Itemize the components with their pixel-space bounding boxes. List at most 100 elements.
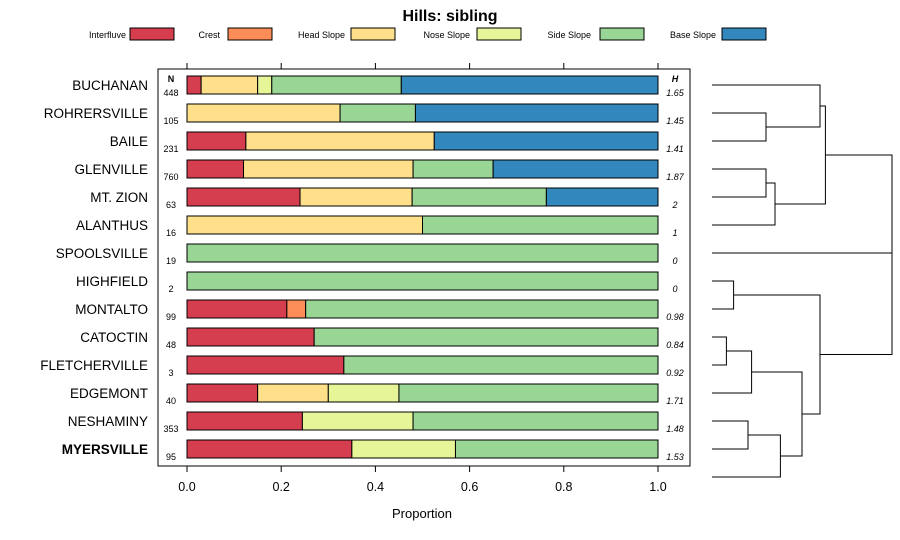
row-n-value: 105	[163, 116, 178, 126]
row-label: FLETCHERVILLE	[40, 358, 148, 373]
row-h-value: 0.92	[666, 368, 684, 378]
legend-swatch	[721, 27, 767, 41]
bar-segment	[257, 75, 273, 95]
dendrogram-link	[712, 434, 781, 478]
row-labels: BUCHANAN 448 1.65 ROHRERSVILLE 105 1.45 BAILE 2…	[40, 78, 685, 462]
bars-layer	[186, 75, 659, 459]
dendrogram-link	[712, 168, 767, 198]
bar-segment	[186, 271, 659, 291]
bar-segment	[271, 75, 402, 95]
row-label: SPOOLSVILLE	[56, 246, 148, 261]
x-tick-label: 0.8	[555, 480, 572, 494]
bar-segment	[186, 243, 659, 263]
row-label: BAILE	[110, 134, 148, 149]
legend-label: Interfluve	[89, 30, 126, 40]
legend-label: Side Slope	[547, 30, 591, 40]
bar-segment	[257, 383, 329, 403]
bar-segment	[186, 75, 202, 95]
row-n-value: 19	[166, 256, 176, 266]
row-h-value: 0	[672, 284, 677, 294]
row-n-value: 760	[163, 172, 178, 182]
plot-panel	[157, 68, 691, 467]
bar-segment	[301, 411, 414, 431]
bar-segment	[186, 131, 247, 151]
x-axis: 0.0 0.2 0.4 0.6 0.8 1.0	[178, 63, 667, 494]
bar-segment	[412, 411, 659, 431]
bar-segment	[245, 131, 435, 151]
bar-segment	[286, 299, 307, 319]
bar-segment	[343, 355, 659, 375]
row-label: HIGHFIELD	[76, 274, 148, 289]
bar-segment	[186, 439, 353, 459]
bar-segment	[200, 75, 259, 95]
bar-segment	[433, 131, 659, 151]
row-h-value: 1.53	[666, 452, 684, 462]
bar-segment	[414, 103, 659, 123]
row-h-value: 1.41	[666, 144, 684, 154]
row-label: MONTALTO	[75, 302, 148, 317]
bar-segment	[422, 215, 659, 235]
bar-segment	[400, 75, 659, 95]
bar-segment	[412, 159, 494, 179]
row-label: MYERSVILLE	[62, 442, 148, 457]
row-label: NESHAMINY	[68, 414, 148, 429]
row-label: EDGEMONT	[70, 386, 148, 401]
row-n-value: 99	[166, 312, 176, 322]
dendrogram-link	[712, 336, 727, 366]
legend: Interfluve Crest Head Slope Nose Slope Side …	[89, 27, 767, 41]
row-label: GLENVILLE	[74, 162, 148, 177]
row-h-value: 1.45	[666, 116, 685, 126]
row-h-value: 1	[672, 228, 677, 238]
row-n-value: 2	[168, 284, 173, 294]
bar-segment	[454, 439, 659, 459]
row-h-value: 1.48	[666, 424, 684, 434]
h-header: H	[672, 74, 679, 84]
row-n-value: 40	[166, 396, 176, 406]
row-n-value: 448	[163, 88, 178, 98]
bar-segment	[492, 159, 659, 179]
x-tick-label: 0.6	[461, 480, 478, 494]
bar-segment	[411, 187, 547, 207]
row-n-value: 48	[166, 340, 176, 350]
dendrogram-link	[712, 350, 753, 394]
bar-segment	[186, 103, 341, 123]
dendrogram-link	[775, 105, 826, 205]
legend-label: Crest	[198, 30, 220, 40]
legend-label: Nose Slope	[423, 30, 470, 40]
legend-swatch	[350, 27, 396, 41]
row-label: MT. ZION	[90, 190, 148, 205]
x-tick-label: 0.2	[273, 480, 290, 494]
bar-segment	[545, 187, 659, 207]
bar-segment	[186, 327, 315, 347]
bar-segment	[305, 299, 659, 319]
bar-segment	[186, 187, 301, 207]
bar-segment	[186, 159, 245, 179]
x-tick-label: 1.0	[649, 480, 666, 494]
row-h-value: 1.87	[666, 172, 685, 182]
row-n-value: 95	[166, 452, 176, 462]
legend-label: Base Slope	[670, 30, 716, 40]
bar-segment	[186, 215, 423, 235]
dendrogram	[712, 84, 893, 478]
row-label: CATOCTIN	[80, 330, 148, 345]
chart-title: Hills: sibling	[402, 8, 497, 25]
bar-segment	[243, 159, 414, 179]
row-n-value: 3	[168, 368, 173, 378]
bar-segment	[327, 383, 400, 403]
row-h-value: 1.65	[666, 88, 685, 98]
row-h-value: 0	[672, 256, 677, 266]
dendrogram-link	[712, 112, 767, 142]
row-h-value: 1.71	[666, 396, 684, 406]
x-tick-label: 0.0	[178, 480, 195, 494]
x-axis-label: Proportion	[392, 506, 452, 521]
legend-swatch	[129, 27, 175, 41]
dendrogram-link	[712, 280, 735, 310]
row-h-value: 2	[671, 200, 677, 210]
bar-segment	[398, 383, 659, 403]
dendrogram-link	[733, 294, 821, 415]
row-label: ALANTHUS	[76, 218, 148, 233]
row-n-value: 353	[163, 424, 178, 434]
bar-segment	[313, 327, 659, 347]
dendrogram-link	[751, 371, 803, 457]
row-label: ROHRERSVILLE	[44, 106, 148, 121]
